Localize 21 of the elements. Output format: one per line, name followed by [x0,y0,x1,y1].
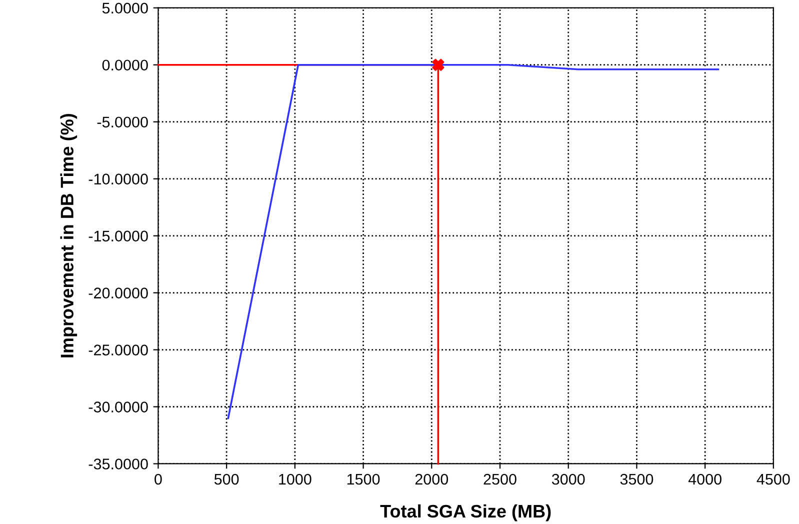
x-tick-label: 2000 [415,474,448,485]
x-tick-label: 4500 [756,474,790,485]
x-tick-label: 1500 [347,474,380,485]
x-tick-label: 3500 [620,474,654,485]
y-tick-label: 5.0000 [102,2,148,14]
y-tick-label: -25.0000 [88,344,148,356]
y-tick-label: -5.0000 [97,116,148,128]
y-tick-label: -10.0000 [88,174,148,184]
y-tick-label: -20.0000 [88,288,148,298]
x-axis-title: Total SGA Size (MB) [380,504,551,522]
x-tick-label: 3000 [552,474,585,485]
y-axis-title: Improvement in DB Time (%) [60,114,78,358]
y-tick-label: -35.0000 [88,458,148,470]
x-tick-label: 1000 [279,474,312,485]
x-tick-label: 4000 [688,474,722,485]
x-tick-label: 0 [154,474,162,485]
y-tick-label: 0.0000 [102,60,148,71]
y-tick-label: -15.0000 [88,230,148,242]
x-tick-label: 500 [214,474,239,485]
y-tick-label: -30.0000 [88,402,148,412]
x-tick-label: 2500 [484,474,516,485]
